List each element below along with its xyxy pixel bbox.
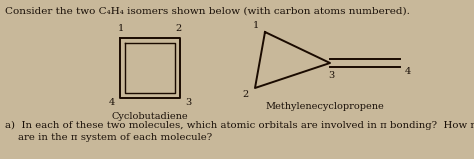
Text: Cyclobutadiene: Cyclobutadiene	[112, 112, 188, 121]
Text: 1: 1	[118, 24, 124, 33]
Text: 4: 4	[405, 67, 411, 76]
Text: 1: 1	[253, 21, 259, 30]
Text: 3: 3	[185, 98, 191, 107]
Text: 2: 2	[176, 24, 182, 33]
Text: a)  In each of these two molecules, which atomic orbitals are involved in π bond: a) In each of these two molecules, which…	[5, 121, 474, 142]
Text: 2: 2	[243, 90, 249, 99]
Text: Consider the two C₄H₄ isomers shown below (with carbon atoms numbered).: Consider the two C₄H₄ isomers shown belo…	[5, 7, 410, 16]
Text: Methylenecyclopropene: Methylenecyclopropene	[265, 102, 384, 111]
Text: 3: 3	[328, 71, 334, 80]
Text: 4: 4	[109, 98, 115, 107]
